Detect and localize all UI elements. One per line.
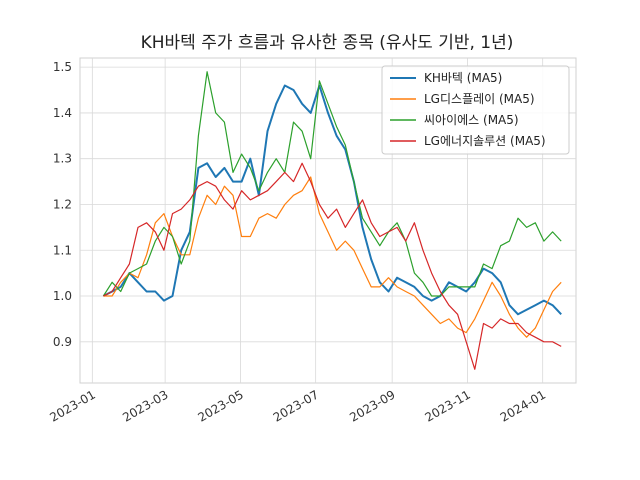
chart-title: KH바텍 주가 흐름과 유사한 종목 (유사도 기반, 1년) <box>141 33 514 53</box>
x-tick-label: 2023-11 <box>422 387 472 424</box>
plot-area <box>79 57 577 384</box>
legend-entries: KH바텍 (MA5) LG디스플레이 (MA5) 씨아이에스 (MA5) LG에너지솔… <box>390 71 546 148</box>
series-lines <box>102 71 562 370</box>
x-tick-label: 2023-03 <box>120 387 170 424</box>
x-tick-label: 2024-01 <box>498 387 548 424</box>
y-tick-label: 1.1 <box>53 243 72 257</box>
legend-label-2: 씨아이에스 (MA5) <box>424 113 519 127</box>
y-tick-label: 1.3 <box>53 152 72 166</box>
x-tick-label: 2023-09 <box>347 387 397 424</box>
y-tick-label: 1.2 <box>53 197 72 211</box>
legend-box <box>381 65 570 155</box>
y-axis-ticks: 0.9 1.0 1.1 1.2 1.3 1.4 1.5 <box>53 60 72 349</box>
series-line-2 <box>102 71 562 297</box>
x-tick-label: 2023-07 <box>271 387 321 424</box>
y-tick-label: 0.9 <box>53 335 72 349</box>
legend: KH바텍 (MA5) LG디스플레이 (MA5) 씨아이에스 (MA5) LG에너지솔… <box>381 65 570 155</box>
x-tick-label: 2023-05 <box>195 387 245 424</box>
legend-label-1: LG디스플레이 (MA5) <box>424 92 535 106</box>
y-tick-label: 1.4 <box>53 106 72 120</box>
x-axis-ticks: 2023-01 2023-03 2023-05 2023-07 2023-09 2023-… <box>47 387 548 424</box>
x-tick-label: 2023-01 <box>47 387 97 424</box>
y-tick-label: 1.0 <box>53 289 72 303</box>
series-line-3 <box>103 162 562 370</box>
series-line-1 <box>103 176 562 338</box>
legend-label-3: LG에너지솔루션 (MA5) <box>424 134 546 148</box>
y-tick-label: 1.5 <box>53 60 72 74</box>
legend-label-0: KH바텍 (MA5) <box>424 71 502 85</box>
